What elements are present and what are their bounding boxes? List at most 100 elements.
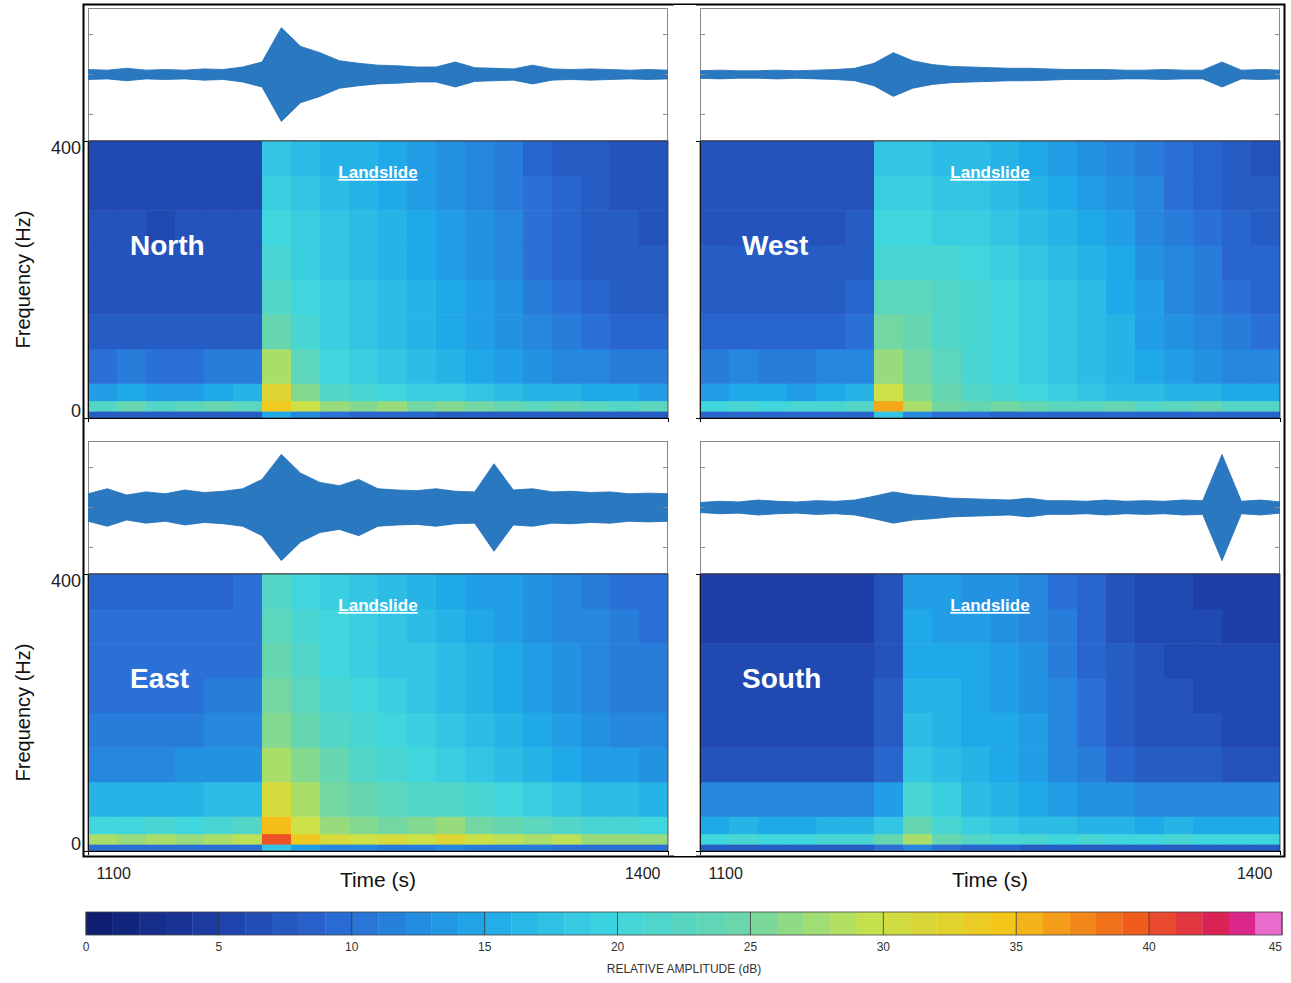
spectrogram-cell [816, 176, 846, 211]
spectrogram-cell [291, 314, 321, 349]
spectrogram-cell [204, 834, 234, 845]
spectrogram-cell [639, 747, 668, 782]
colorbar-segment [1229, 912, 1256, 935]
colorbar-tick [1149, 912, 1150, 935]
spectrogram-frame [700, 574, 1280, 851]
spectrogram-cell [465, 747, 495, 782]
colorbar-segment [883, 912, 910, 935]
spectrogram-cell [961, 844, 991, 851]
spectrogram-cell [581, 245, 611, 280]
spectrogram-cell [961, 678, 991, 713]
spectrogram-cell [874, 713, 904, 748]
colorbar-tick-label: 30 [877, 940, 891, 954]
colorbar-segment [166, 912, 193, 935]
spectrogram-cell [990, 643, 1020, 678]
spectrogram-cell [1135, 383, 1165, 401]
colorbar-segment [1069, 912, 1096, 935]
spectrogram-cell [961, 245, 991, 280]
spectrogram-cell [700, 176, 730, 211]
spectrogram-cell [787, 383, 817, 401]
colorbar-tick [218, 912, 219, 935]
spectrogram-cell [262, 176, 292, 211]
spectrogram-cell [1077, 141, 1107, 176]
spectrogram-cell [175, 411, 205, 418]
colorbar-tick [484, 912, 485, 935]
spectrogram-cell [117, 176, 147, 211]
spectrogram-cell [552, 314, 582, 349]
spectrogram-cell [291, 844, 321, 851]
spectrogram-cell [961, 401, 991, 412]
waveform [88, 454, 668, 560]
spectrogram-cell [494, 609, 524, 644]
spectrogram-cell [932, 401, 962, 412]
spectrogram-cell [758, 349, 788, 384]
spectrogram-cell [1193, 314, 1223, 349]
spectrogram-cell [639, 176, 668, 211]
spectrogram-cell [1164, 401, 1194, 412]
waveform [700, 454, 1280, 560]
spectrogram-cell [581, 401, 611, 412]
spectrogram-cell [1106, 643, 1136, 678]
spectrogram-cell [204, 401, 234, 412]
spectrogram-cell [407, 782, 437, 817]
spectrogram-cell [758, 141, 788, 176]
spectrogram-cell [88, 349, 118, 384]
spectrogram-cell [903, 141, 933, 176]
spectrogram-cell [1193, 713, 1223, 748]
spectrogram-cell [204, 245, 234, 280]
spectrogram-cell [1251, 176, 1280, 211]
spectrogram-cell [552, 141, 582, 176]
colorbar-segment [963, 912, 990, 935]
colorbar-title: RELATIVE AMPLITUDE (dB) [607, 962, 761, 976]
spectrogram-cell [581, 816, 611, 834]
x-tick-mark [88, 851, 89, 855]
spectrogram-cell [117, 411, 147, 418]
colorbar-segment [245, 912, 272, 935]
spectrogram: 11001400Time (s)SouthLandslide [696, 574, 1281, 891]
spectrogram-cell [1193, 643, 1223, 678]
x-tick-label: 1100 [97, 865, 132, 882]
spectrogram-cell [465, 609, 495, 644]
spectrogram-cell [378, 314, 408, 349]
spectrogram-cell [610, 816, 640, 834]
spectrogram-cell [146, 609, 176, 644]
y-tick-mark [696, 141, 700, 142]
y-tick-label: 0 [71, 401, 81, 421]
spectrogram-cell [787, 411, 817, 418]
spectrogram-cell [729, 782, 759, 817]
spectrogram-cell [581, 280, 611, 315]
spectrogram-cell [291, 401, 321, 412]
spectrogram-cell [233, 280, 263, 315]
spectrogram-cell [1164, 411, 1194, 418]
spectrogram-cell [874, 678, 904, 713]
spectrogram-cell [845, 574, 875, 609]
spectrogram-cell [175, 280, 205, 315]
spectrogram-cell [378, 844, 408, 851]
colorbar-segment [325, 912, 352, 935]
spectrogram-cell [729, 574, 759, 609]
spectrogram-cell [1048, 314, 1078, 349]
spectrogram-cell [88, 141, 118, 176]
spectrogram-cell [494, 141, 524, 176]
spectrogram-cell [407, 210, 437, 245]
colorbar-tick [1282, 912, 1283, 935]
spectrogram-cell [990, 383, 1020, 401]
spectrogram-cell [1251, 314, 1280, 349]
spectrogram-cell [262, 349, 292, 384]
spectrogram-cell [845, 678, 875, 713]
spectrogram-cell [1135, 609, 1165, 644]
spectrogram-cell [552, 678, 582, 713]
spectrogram-cell [436, 280, 466, 315]
spectrogram-cell [700, 834, 730, 845]
spectrogram-cell [1048, 782, 1078, 817]
spectrogram-cell [436, 643, 466, 678]
spectrogram-cell [990, 844, 1020, 851]
colorbar-tick-label: 40 [1142, 940, 1156, 954]
spectrogram-cell [758, 383, 788, 401]
spectrogram-cell [961, 643, 991, 678]
spectrogram-cell [729, 176, 759, 211]
y-tick [696, 418, 700, 419]
spectrogram-cell [523, 643, 553, 678]
spectrogram-cell [1135, 834, 1165, 845]
colorbar-segment [485, 912, 512, 935]
